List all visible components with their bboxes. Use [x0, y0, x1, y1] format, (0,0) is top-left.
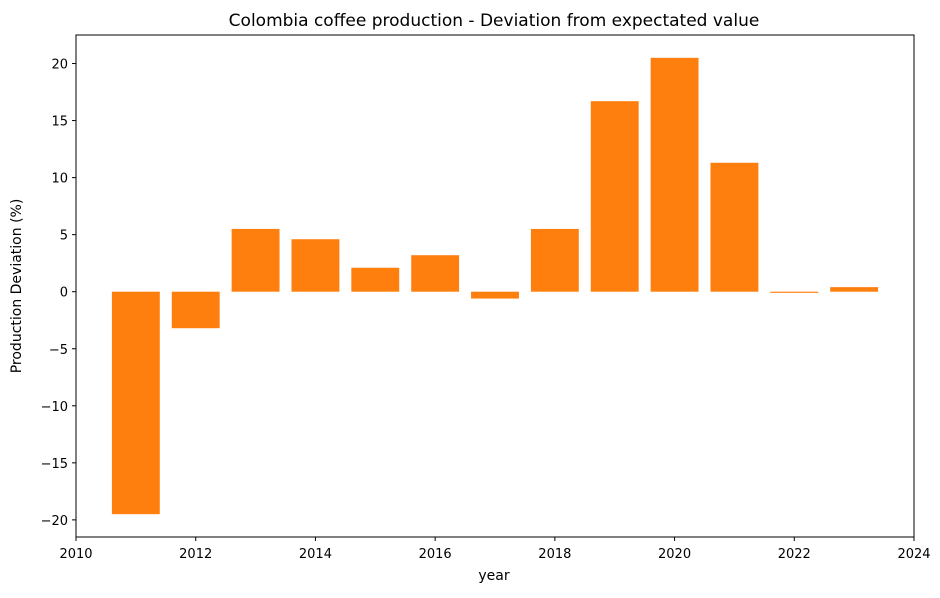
- chart-title: Colombia coffee production - Deviation f…: [229, 11, 760, 31]
- bar-2014: [291, 239, 340, 292]
- bar-2016: [411, 255, 460, 292]
- bar-2019: [590, 101, 639, 292]
- plot-area-frame: [75, 34, 915, 538]
- y-tick-label: 20: [51, 58, 68, 73]
- x-tick-label: 2012: [179, 547, 212, 562]
- y-tick-label: −15: [41, 457, 68, 472]
- x-axis-ticks: 2010 2012 2014 2016 2018 2020 2022 2024: [59, 537, 931, 562]
- y-tick-label: 10: [51, 172, 68, 187]
- bar-2017: [471, 291, 519, 299]
- bar-2012: [171, 291, 220, 329]
- bar-2011: [111, 291, 160, 515]
- bar-2023: [830, 287, 879, 292]
- y-tick-label: 15: [51, 115, 68, 130]
- x-tick-label: 2016: [419, 547, 452, 562]
- x-axis-label: year: [478, 568, 509, 584]
- x-tick-label: 2018: [538, 547, 571, 562]
- y-axis-ticks: −20 −15 −10 −5 0 5 10 15 20: [41, 58, 76, 529]
- y-tick-label: −10: [41, 400, 68, 415]
- bar-2013: [231, 228, 280, 292]
- x-tick-label: 2020: [658, 547, 691, 562]
- y-tick-label: −20: [41, 514, 68, 529]
- bar-2022: [770, 291, 819, 293]
- y-axis-label: Production Deviation (%): [9, 199, 25, 374]
- bars-group: [111, 57, 879, 515]
- bar-2021: [710, 162, 759, 292]
- bar-2018: [530, 228, 579, 292]
- bar-2020: [650, 57, 699, 292]
- y-tick-label: −5: [49, 343, 68, 358]
- y-tick-label: 0: [60, 286, 68, 301]
- x-tick-label: 2014: [299, 547, 332, 562]
- x-tick-label: 2010: [59, 547, 92, 562]
- bar-2015: [351, 267, 400, 292]
- y-tick-label: 5: [60, 229, 68, 244]
- x-tick-label: 2024: [897, 547, 930, 562]
- x-tick-label: 2022: [778, 547, 811, 562]
